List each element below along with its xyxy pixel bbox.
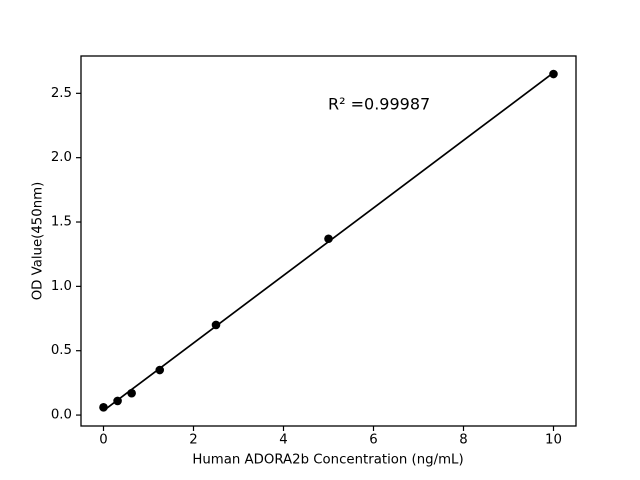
x-tick-label: 0	[99, 432, 107, 447]
data-point	[211, 320, 221, 330]
data-point	[113, 396, 122, 406]
axes-frame	[80, 55, 577, 427]
data-point	[549, 69, 558, 79]
data-point	[127, 388, 136, 398]
data-point	[99, 403, 108, 412]
x-tick-label: 10	[545, 432, 562, 447]
y-tick-label: 0.5	[51, 343, 72, 358]
y-tick-label: 1.0	[51, 279, 72, 294]
x-tick-label: 4	[279, 432, 287, 447]
data-point	[324, 234, 333, 244]
y-tick-label: 1.5	[51, 215, 72, 230]
y-tick-label: 2.0	[51, 150, 72, 165]
y-tick-label: 0.0	[51, 408, 72, 423]
y-tick-label: 2.5	[51, 86, 72, 101]
r-squared-annotation: R² =0.99987	[328, 94, 431, 114]
x-axis-label: Human ADORA2b Concentration (ng/mL)	[192, 452, 464, 468]
x-tick-label: 2	[189, 432, 197, 447]
x-tick-label: 8	[459, 432, 467, 447]
data-point	[155, 365, 165, 375]
y-axis-label: OD Value(450nm)	[30, 181, 46, 301]
x-tick-label: 6	[369, 432, 377, 447]
